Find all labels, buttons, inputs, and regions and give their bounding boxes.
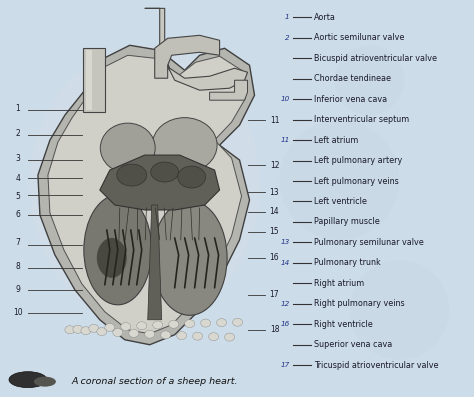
Ellipse shape — [192, 332, 202, 340]
Text: 18: 18 — [270, 325, 279, 334]
Text: Interventricular septum: Interventricular septum — [314, 115, 410, 124]
Ellipse shape — [129, 330, 139, 337]
Text: 3: 3 — [16, 154, 20, 163]
Ellipse shape — [169, 320, 179, 328]
Text: Right ventricle: Right ventricle — [314, 320, 373, 329]
Ellipse shape — [137, 322, 147, 330]
Text: 7: 7 — [16, 239, 20, 247]
Text: Right pulmonary veins: Right pulmonary veins — [314, 299, 405, 308]
Text: Superior vena cava: Superior vena cava — [314, 340, 392, 349]
Text: 16: 16 — [270, 253, 279, 262]
Text: 8: 8 — [16, 262, 20, 272]
Ellipse shape — [178, 166, 206, 188]
Ellipse shape — [334, 45, 404, 115]
Text: Left pulmonary veins: Left pulmonary veins — [314, 177, 399, 185]
Ellipse shape — [152, 118, 217, 173]
Text: Left pulmonary artery: Left pulmonary artery — [314, 156, 402, 165]
Ellipse shape — [81, 327, 91, 335]
Ellipse shape — [161, 331, 171, 339]
Ellipse shape — [113, 328, 123, 337]
Ellipse shape — [30, 45, 259, 325]
Ellipse shape — [152, 200, 227, 315]
Text: 13: 13 — [270, 187, 279, 197]
Text: 13: 13 — [280, 239, 290, 245]
Text: 10: 10 — [13, 308, 23, 317]
Text: 14: 14 — [270, 208, 279, 216]
Text: 4: 4 — [16, 173, 20, 183]
Text: Aorta: Aorta — [314, 13, 336, 22]
Text: Bicuspid atrioventricular valve: Bicuspid atrioventricular valve — [314, 54, 438, 63]
Ellipse shape — [217, 319, 227, 327]
Text: Inferior vena cava: Inferior vena cava — [314, 95, 388, 104]
Text: Tricuspid atrioventricular valve: Tricuspid atrioventricular valve — [314, 361, 439, 370]
Ellipse shape — [97, 328, 107, 335]
Ellipse shape — [225, 333, 235, 341]
Ellipse shape — [100, 123, 155, 173]
Polygon shape — [86, 50, 92, 110]
Text: Pulmonary semilunar valve: Pulmonary semilunar valve — [314, 238, 424, 247]
Ellipse shape — [34, 377, 56, 387]
Text: Chordae tendineae: Chordae tendineae — [314, 74, 392, 83]
Text: Right atrium: Right atrium — [314, 279, 365, 288]
Text: 17: 17 — [270, 290, 279, 299]
Ellipse shape — [177, 331, 187, 339]
Ellipse shape — [9, 372, 47, 387]
Text: 17: 17 — [280, 362, 290, 368]
Polygon shape — [155, 35, 219, 78]
Ellipse shape — [209, 333, 219, 341]
Polygon shape — [210, 80, 247, 100]
Text: Papillary muscle: Papillary muscle — [314, 218, 380, 226]
Ellipse shape — [84, 195, 152, 305]
Text: 16: 16 — [280, 321, 290, 327]
Text: 2: 2 — [285, 35, 290, 41]
Ellipse shape — [153, 321, 163, 329]
Ellipse shape — [280, 120, 399, 240]
Text: Pulmonary trunk: Pulmonary trunk — [314, 258, 381, 268]
Ellipse shape — [97, 238, 127, 278]
Text: 12: 12 — [270, 160, 279, 170]
Text: 14: 14 — [280, 260, 290, 266]
Ellipse shape — [105, 324, 115, 331]
Ellipse shape — [233, 318, 243, 326]
Text: 12: 12 — [280, 301, 290, 307]
Text: 15: 15 — [270, 227, 279, 237]
Ellipse shape — [145, 330, 155, 338]
Ellipse shape — [349, 260, 449, 360]
Ellipse shape — [73, 325, 83, 333]
Ellipse shape — [151, 162, 179, 182]
Text: 5: 5 — [16, 191, 20, 200]
Text: Aortic semilunar valve: Aortic semilunar valve — [314, 33, 405, 42]
Text: 9: 9 — [16, 285, 20, 294]
Text: 11: 11 — [270, 116, 279, 125]
Text: A coronal section of a sheep heart.: A coronal section of a sheep heart. — [72, 377, 238, 386]
Text: Left atrium: Left atrium — [314, 136, 359, 145]
Ellipse shape — [117, 164, 147, 186]
Polygon shape — [83, 48, 105, 112]
Text: Left ventricle: Left ventricle — [314, 197, 367, 206]
Ellipse shape — [89, 324, 99, 332]
Ellipse shape — [65, 326, 75, 334]
Ellipse shape — [121, 323, 131, 331]
Text: 10: 10 — [280, 96, 290, 102]
Polygon shape — [145, 8, 247, 90]
Text: 2: 2 — [16, 129, 20, 138]
Text: 6: 6 — [16, 210, 20, 220]
Ellipse shape — [185, 320, 195, 328]
Polygon shape — [48, 55, 246, 334]
Polygon shape — [38, 45, 255, 345]
Text: 1: 1 — [285, 14, 290, 20]
Ellipse shape — [201, 319, 210, 327]
Text: 1: 1 — [16, 104, 20, 113]
Polygon shape — [148, 205, 162, 320]
Polygon shape — [100, 155, 219, 210]
Text: 11: 11 — [280, 137, 290, 143]
